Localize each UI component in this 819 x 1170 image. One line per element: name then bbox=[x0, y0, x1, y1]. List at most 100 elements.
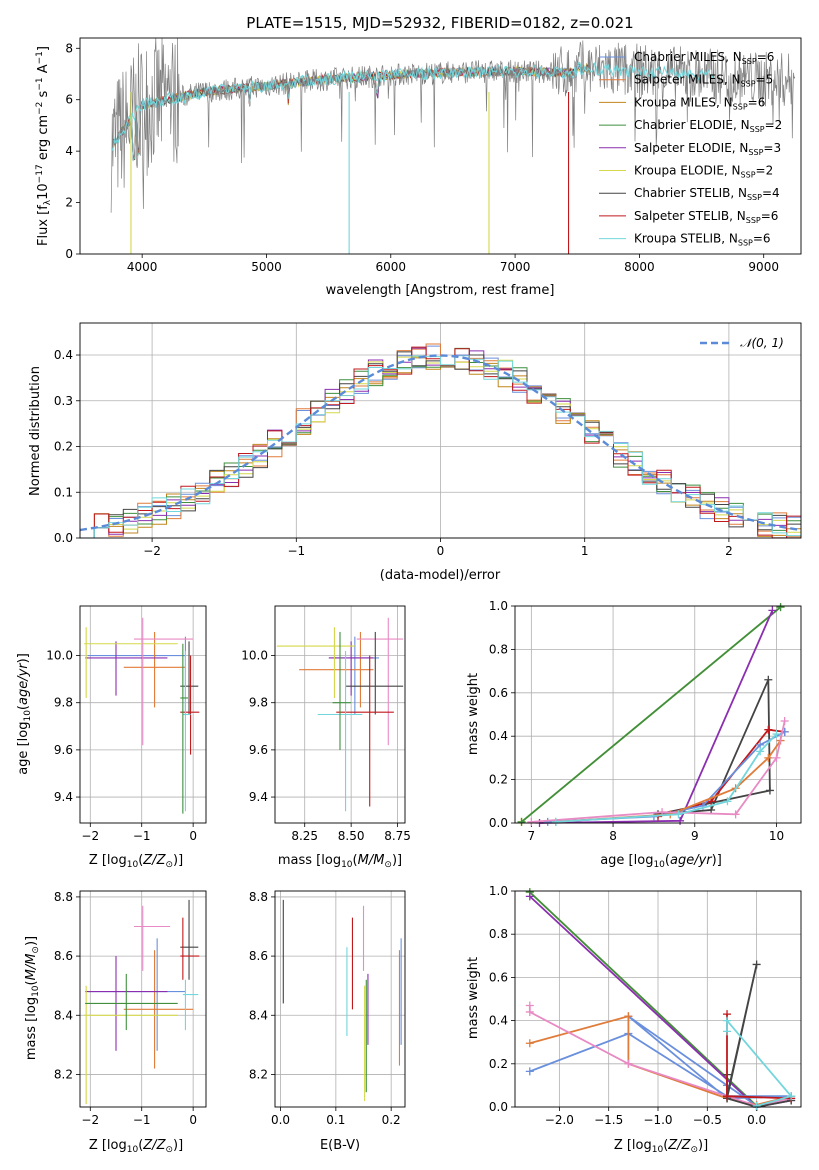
plus-marker bbox=[723, 797, 732, 806]
y-tick-label: 4 bbox=[65, 144, 73, 158]
plus-marker bbox=[768, 606, 777, 615]
spectrum-axes: 4000 5000 6000 7000 8000 9000 0 2 4 6 8 bbox=[65, 41, 779, 274]
histogram-xlabel: (data-model)/error bbox=[380, 568, 501, 583]
y-tick-label: 0.0 bbox=[489, 1100, 508, 1114]
plus-marker bbox=[752, 960, 761, 969]
plus-marker bbox=[676, 816, 685, 825]
legend-entry: Salpeter MILES, NSSP=5 bbox=[634, 73, 773, 89]
legend-entry: Kroupa STELIB, NSSP=6 bbox=[634, 232, 771, 248]
legend-subscript: SSP bbox=[746, 216, 761, 225]
plus-marker bbox=[517, 817, 526, 826]
plus-marker bbox=[525, 1067, 534, 1076]
age-ylabel: age [log10(age/yr)] bbox=[16, 653, 33, 775]
x-tick-label: 8 bbox=[609, 829, 617, 843]
mass-weight-line bbox=[520, 606, 782, 823]
age-vs-mass-panel: 8.25 8.50 8.75 9.4 9.6 9.8 10.0 bbox=[241, 605, 411, 843]
panel-frame bbox=[79, 890, 207, 1108]
legend-text: Chabrier ELODIE, N bbox=[634, 118, 750, 132]
plus-marker bbox=[551, 817, 560, 826]
panel-frame bbox=[274, 605, 406, 824]
mass-xlabel: mass [log10(M/M⊙)] bbox=[278, 853, 402, 870]
panel-frame bbox=[79, 605, 207, 824]
x-tick-label: 0.2 bbox=[382, 1113, 401, 1127]
mass-weight-line bbox=[555, 733, 778, 823]
legend-subscript: SSP bbox=[733, 102, 748, 111]
x-tick-label: −0.5 bbox=[693, 1113, 722, 1127]
residual-histogram-panel: −2 −1 0 1 2 0.0 0.1 0.2 0.3 0.4 (data-model)/erro… bbox=[28, 322, 802, 583]
x-tick-label: 6000 bbox=[376, 260, 407, 274]
x-tick-label: −1 bbox=[287, 544, 305, 558]
model-spectrum-overlay bbox=[111, 61, 715, 151]
y-tick-label: 8.2 bbox=[249, 1067, 268, 1081]
spectrum-panel: PLATE=1515, MJD=52932, FIBERID=0182, z=0… bbox=[35, 14, 802, 298]
extinction-xlabel: E(B-V) bbox=[320, 1138, 360, 1153]
legend-value: =4 bbox=[762, 186, 780, 200]
legend-text: Kroupa MILES, N bbox=[634, 95, 733, 109]
x-tick-label: 2 bbox=[725, 544, 733, 558]
plus-marker bbox=[624, 1012, 633, 1021]
legend-entry: Salpeter STELIB, NSSP=6 bbox=[634, 209, 778, 225]
plus-marker bbox=[674, 810, 683, 819]
x-tick-label: 9000 bbox=[748, 260, 779, 274]
legend-value: =6 bbox=[761, 209, 779, 223]
plus-marker bbox=[772, 730, 781, 739]
legend-subscript: SSP bbox=[750, 125, 765, 134]
x-tick-label: 0.0 bbox=[271, 1113, 290, 1127]
plus-marker bbox=[723, 1027, 732, 1036]
normal-legend-label: 𝒩(0, 1) bbox=[740, 336, 784, 350]
histogram-series bbox=[80, 355, 801, 539]
age-xlabel: age [log10(age/yr)] bbox=[600, 853, 722, 870]
x-tick-label: 0 bbox=[189, 1113, 197, 1127]
y-tick-label: 9.6 bbox=[54, 743, 73, 757]
spectrum-ylabel: Flux [fλ10−17 erg cm−2 s−1 A−1] bbox=[35, 46, 53, 246]
plus-marker bbox=[723, 1092, 732, 1101]
legend-text: Salpeter MILES, N bbox=[634, 73, 741, 87]
y-tick-label: 8.2 bbox=[54, 1067, 73, 1081]
y-tick-label: 0 bbox=[65, 247, 73, 261]
x-tick-label: 0.0 bbox=[747, 1113, 766, 1127]
plus-marker bbox=[772, 753, 781, 762]
plus-marker bbox=[764, 725, 773, 734]
mass-weight-line bbox=[529, 1015, 792, 1106]
legend-entry: Chabrier ELODIE, NSSP=2 bbox=[634, 118, 782, 134]
legend-entry: Kroupa MILES, NSSP=6 bbox=[634, 95, 765, 111]
x-tick-label: 0.1 bbox=[326, 1113, 345, 1127]
histogram-frame bbox=[79, 322, 802, 539]
legend-entry: Chabrier MILES, NSSP=6 bbox=[634, 50, 774, 66]
y-tick-label: 8.4 bbox=[54, 1008, 73, 1022]
plus-marker bbox=[527, 817, 536, 826]
x-tick-label: −1 bbox=[133, 829, 151, 843]
y-tick-label: 6 bbox=[65, 93, 73, 107]
massweight-ylabel-bottom: mass weight bbox=[466, 957, 481, 1039]
y-tick-label: 0.2 bbox=[489, 773, 508, 787]
legend-text: Chabrier STELIB, N bbox=[634, 186, 747, 200]
plus-marker bbox=[765, 786, 774, 795]
y-tick-label: 0.6 bbox=[489, 686, 508, 700]
legend-value: =6 bbox=[757, 50, 775, 64]
plus-marker bbox=[731, 810, 740, 819]
plus-marker bbox=[525, 1007, 534, 1016]
plus-marker bbox=[525, 1039, 534, 1048]
y-tick-label: 9.4 bbox=[249, 790, 268, 804]
y-tick-label: 10.0 bbox=[241, 649, 268, 663]
plus-marker bbox=[707, 805, 716, 814]
y-tick-label: 9.6 bbox=[249, 743, 268, 757]
legend-value: =3 bbox=[763, 141, 781, 155]
legend-text: Salpeter STELIB, N bbox=[634, 209, 746, 223]
y-tick-label: 0.0 bbox=[489, 816, 508, 830]
x-tick-label: −2 bbox=[81, 1113, 99, 1127]
y-tick-label: 0.0 bbox=[54, 531, 73, 545]
plus-marker bbox=[723, 1016, 732, 1025]
x-tick-label: −2.0 bbox=[545, 1113, 574, 1127]
y-tick-label: 8.8 bbox=[249, 890, 268, 904]
legend-entry: Salpeter ELODIE, NSSP=3 bbox=[634, 141, 781, 157]
mass-ylabel: mass [log10(M/M⊙)] bbox=[24, 936, 41, 1060]
y-tick-label: 0.8 bbox=[489, 927, 508, 941]
spectrum-lines bbox=[110, 37, 796, 254]
panel-frame bbox=[514, 890, 802, 1108]
plus-marker bbox=[787, 1092, 796, 1101]
y-tick-label: 1.0 bbox=[489, 599, 508, 613]
x-tick-label: −2 bbox=[81, 829, 99, 843]
plus-marker bbox=[624, 1059, 633, 1068]
histogram-ylabel: Normed distribution bbox=[28, 366, 43, 496]
